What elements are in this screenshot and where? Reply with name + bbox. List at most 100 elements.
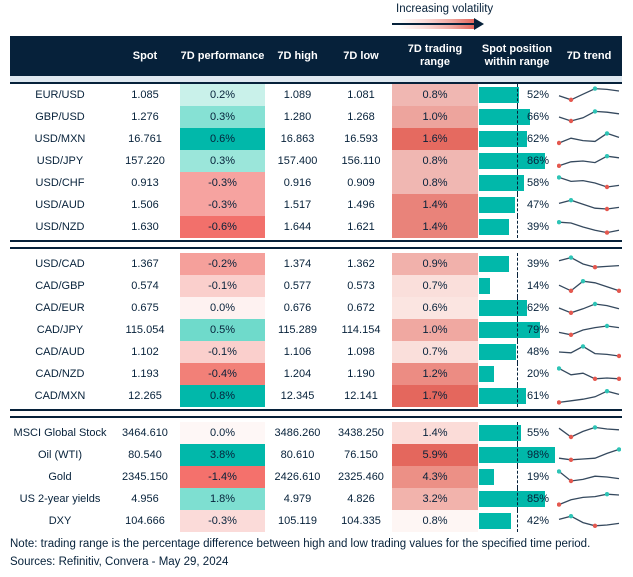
header-trend: 7D trend <box>566 49 612 62</box>
high-value: 80.610 <box>280 449 315 461</box>
instrument-label: Gold <box>48 471 72 483</box>
low-value: 1.081 <box>347 89 375 101</box>
table-top-border <box>10 82 622 84</box>
instrument-label: USD/CHF <box>35 177 85 189</box>
instrument-label: USD/NZD <box>35 221 85 233</box>
position-cell: 85% <box>478 488 556 510</box>
low-dot <box>557 163 562 168</box>
spot-value: 1.367 <box>131 258 159 270</box>
low-dot <box>568 434 574 440</box>
table-header: Spot 7D performance 7D high 7D low 7D tr… <box>10 36 622 76</box>
position-label: 48% <box>527 346 550 358</box>
table-row: USD/JPY 157.220 0.3% 157.400 156.110 0.8… <box>10 150 622 172</box>
low-value: 1.098 <box>347 346 375 358</box>
high-value: 4.979 <box>283 493 312 505</box>
trend-sparkline <box>556 216 622 238</box>
high-dot <box>557 366 562 371</box>
position-bar <box>479 219 509 235</box>
trend-sparkline <box>556 444 622 466</box>
trend-sparkline <box>556 341 622 363</box>
performance-cell: -0.4% <box>180 363 265 385</box>
fifty-percent-line <box>517 319 518 341</box>
range-cell: 0.6% <box>392 297 478 319</box>
fifty-percent-line <box>517 422 518 444</box>
table-row: CAD/JPY 115.054 0.5% 115.289 114.154 1.0… <box>10 319 622 341</box>
instrument-label: USD/JPY <box>36 155 84 167</box>
position-label: 62% <box>527 302 550 314</box>
fifty-percent-line <box>517 341 518 363</box>
low-dot <box>568 97 574 102</box>
table-row: USD/CHF 0.913 -0.3% 0.916 0.909 0.8% 58% <box>10 172 622 194</box>
instrument-label: EUR/USD <box>35 89 85 101</box>
fifty-percent-line <box>517 510 518 532</box>
table-row: USD/AUD 1.506 -0.3% 1.517 1.496 1.4% 47% <box>10 194 622 216</box>
arrow-head-icon <box>474 18 484 30</box>
position-bar <box>479 197 516 213</box>
position-bar <box>479 300 527 316</box>
high-dot <box>580 344 586 349</box>
fx-table: Spot 7D performance 7D high 7D low 7D tr… <box>10 36 622 532</box>
low-dot <box>604 230 610 235</box>
position-cell: 14% <box>478 275 556 297</box>
instrument-label: CAD/AUD <box>35 346 85 358</box>
spot-value: 3464.610 <box>122 427 168 439</box>
range-cell: 0.9% <box>392 253 478 275</box>
low-dot <box>592 376 598 381</box>
range-cell: 0.8% <box>392 84 478 106</box>
instrument-label: GBP/USD <box>35 111 85 123</box>
position-bar <box>479 425 522 441</box>
high-dot <box>592 425 598 430</box>
instrument-label: DXY <box>48 515 72 527</box>
high-dot <box>557 220 562 225</box>
table-row: CAD/EUR 0.675 0.0% 0.676 0.672 0.6% 62% <box>10 297 622 319</box>
high-value: 1.517 <box>283 199 312 211</box>
spot-value: 16.761 <box>128 133 162 145</box>
table-row: CAD/GBP 0.574 -0.1% 0.577 0.573 0.7% 14% <box>10 275 622 297</box>
fifty-percent-line <box>517 444 518 466</box>
position-label: 61% <box>527 390 550 402</box>
table-row: Gold 2345.150 -1.4% 2426.610 2325.460 4.… <box>10 466 622 488</box>
trend-sparkline <box>556 253 622 275</box>
high-dot <box>604 492 610 497</box>
high-value: 1.089 <box>283 89 312 101</box>
position-bar <box>479 175 524 191</box>
position-label: 62% <box>527 133 550 145</box>
low-value: 1.190 <box>347 368 375 380</box>
trend-sparkline <box>556 275 622 297</box>
range-cell: 1.4% <box>392 194 478 216</box>
header-spot-position: Spot position within range <box>481 43 553 68</box>
position-label: 58% <box>527 177 550 189</box>
position-cell: 62% <box>478 128 556 150</box>
table-row: USD/NZD 1.630 -0.6% 1.644 1.621 1.4% 39% <box>10 216 622 238</box>
trend-sparkline <box>556 319 622 341</box>
low-dot <box>616 288 621 293</box>
table-row: CAD/NZD 1.193 -0.4% 1.204 1.190 1.2% 20% <box>10 363 622 385</box>
low-value: 114.154 <box>341 324 381 336</box>
instrument-label: CAD/EUR <box>35 302 85 314</box>
high-dot <box>592 109 598 114</box>
volatility-legend-label: Increasing volatility <box>396 3 494 15</box>
position-cell: 66% <box>478 106 556 128</box>
group-separator <box>10 240 622 253</box>
high-value: 16.863 <box>280 133 315 145</box>
performance-cell: -0.1% <box>180 341 265 363</box>
position-bar <box>479 278 490 294</box>
low-dot <box>592 523 598 528</box>
trend-sparkline <box>556 150 622 172</box>
position-bar <box>479 87 519 103</box>
instrument-label: Oil (WTI) <box>38 449 82 461</box>
position-bar <box>479 322 540 338</box>
high-value: 157.400 <box>277 155 318 167</box>
position-bar <box>479 153 546 169</box>
range-cell: 5.9% <box>392 444 478 466</box>
performance-cell: -0.1% <box>180 275 265 297</box>
performance-cell: 0.3% <box>180 106 265 128</box>
range-cell: 0.8% <box>392 510 478 532</box>
high-dot <box>557 175 562 180</box>
low-dot <box>568 118 574 124</box>
position-label: 20% <box>527 368 550 380</box>
performance-cell: -0.6% <box>180 216 265 238</box>
high-dot <box>616 447 621 452</box>
performance-cell: 3.8% <box>180 444 265 466</box>
